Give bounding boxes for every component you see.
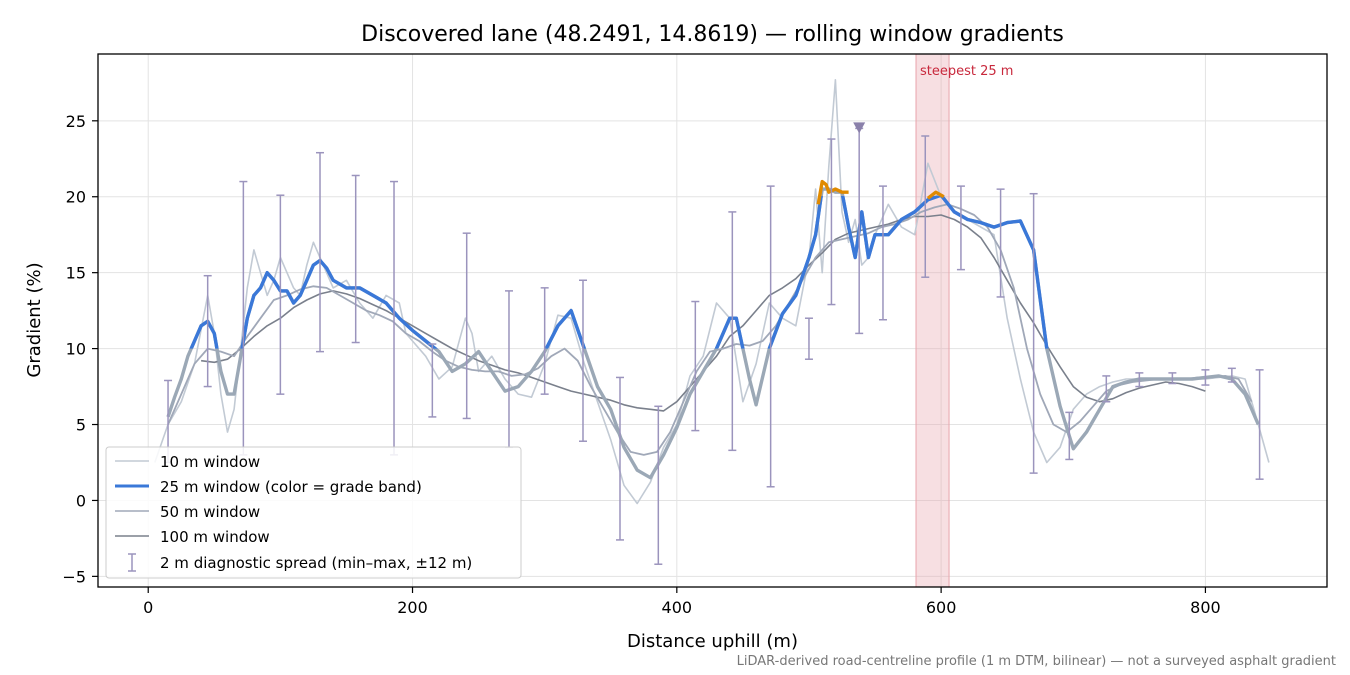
legend-label-50m: 50 m window bbox=[160, 503, 260, 521]
diagnostic-error-bar bbox=[1227, 367, 1236, 383]
diagnostic-error-bar bbox=[390, 180, 399, 456]
diagnostic-error-bar bbox=[827, 138, 836, 306]
y-tick-label: 0 bbox=[76, 491, 86, 510]
x-tick-label: 0 bbox=[143, 598, 153, 617]
y-tick-label: 15 bbox=[66, 264, 86, 283]
diagnostic-error-bar bbox=[1168, 372, 1177, 385]
steepest-25m-band bbox=[915, 53, 950, 588]
x-tick-label: 400 bbox=[662, 598, 693, 617]
y-tick-label: 20 bbox=[66, 188, 86, 207]
series-25m-line-steep bbox=[816, 179, 849, 205]
legend-box bbox=[105, 446, 522, 579]
y-axis-label: Gradient (%) bbox=[24, 262, 45, 377]
series-25m-line-steep bbox=[926, 190, 945, 200]
diagnostic-error-bar bbox=[766, 185, 775, 488]
y-tick-label: 25 bbox=[66, 112, 86, 131]
x-tick-label: 800 bbox=[1190, 598, 1221, 617]
diagnostic-error-bar bbox=[203, 274, 212, 388]
diagnostic-error-bar bbox=[351, 174, 360, 344]
legend-swatch-diagnostic bbox=[128, 553, 136, 572]
diagnostic-error-bar bbox=[462, 232, 471, 420]
chart-title: Discovered lane (48.2491, 14.8619) — rol… bbox=[361, 22, 1064, 47]
diagnostic-error-bar bbox=[1065, 411, 1074, 461]
legend-label-100m: 100 m window bbox=[160, 528, 270, 546]
x-tick-label: 200 bbox=[397, 598, 428, 617]
diagnostic-error-bar bbox=[878, 185, 887, 321]
series-50m-line bbox=[167, 203, 1253, 456]
legend-label-10m: 10 m window bbox=[160, 453, 260, 471]
y-tick-label: 5 bbox=[76, 416, 86, 435]
diagnostic-error-bar bbox=[578, 279, 587, 442]
diagnostic-error-bar bbox=[504, 290, 513, 449]
x-axis-label: Distance uphill (m) bbox=[627, 631, 798, 652]
diagnostic-error-bar bbox=[540, 287, 549, 395]
diagnostic-error-bar bbox=[1029, 192, 1038, 474]
diagnostic-error-bar bbox=[921, 135, 930, 278]
diagnostic-error-bar bbox=[728, 211, 737, 452]
x-axis-ticks: 0 200 400 600 800 bbox=[143, 587, 1221, 617]
diagnostic-error-bar bbox=[1201, 369, 1210, 386]
y-tick-label: −5 bbox=[62, 567, 86, 586]
series-10m-line bbox=[154, 79, 1270, 505]
diagnostic-spread-layer bbox=[164, 127, 1264, 565]
diagnostic-error-bar bbox=[1135, 372, 1144, 388]
legend-label-diagnostic: 2 m diagnostic spread (min–max, ±12 m) bbox=[160, 554, 472, 572]
footnote: LiDAR-derived road-centreline profile (1… bbox=[737, 654, 1336, 669]
diagnostic-error-bar bbox=[996, 188, 1005, 298]
max-marker-triangle bbox=[853, 122, 866, 134]
diagnostic-error-bar bbox=[316, 151, 325, 353]
diagnostic-error-bar bbox=[276, 194, 285, 395]
series-25m-line-base bbox=[166, 187, 1260, 480]
x-tick-label: 600 bbox=[926, 598, 957, 617]
legend-label-25m: 25 m window (color = grade band) bbox=[160, 478, 422, 496]
diagnostic-error-bar bbox=[615, 376, 624, 541]
diagnostic-error-bar bbox=[956, 185, 965, 271]
diagnostic-error-bar bbox=[1102, 375, 1111, 403]
axes-frame bbox=[97, 53, 1328, 588]
steepest-25m-label: steepest 25 m bbox=[920, 64, 1013, 79]
diagnostic-error-bar bbox=[1255, 369, 1264, 480]
y-tick-label: 10 bbox=[66, 340, 86, 359]
diagnostic-error-bar bbox=[654, 405, 663, 565]
diagnostic-error-bar bbox=[804, 317, 813, 360]
diagnostic-error-bar bbox=[428, 343, 437, 418]
diagnostic-error-bar bbox=[691, 300, 700, 432]
y-axis-ticks: −5 0 5 10 15 20 25 bbox=[62, 112, 98, 586]
series-25m-line-band bbox=[189, 195, 1049, 349]
series-layer bbox=[154, 79, 1270, 505]
legend: 10 m window 25 m window (color = grade b… bbox=[105, 446, 522, 579]
